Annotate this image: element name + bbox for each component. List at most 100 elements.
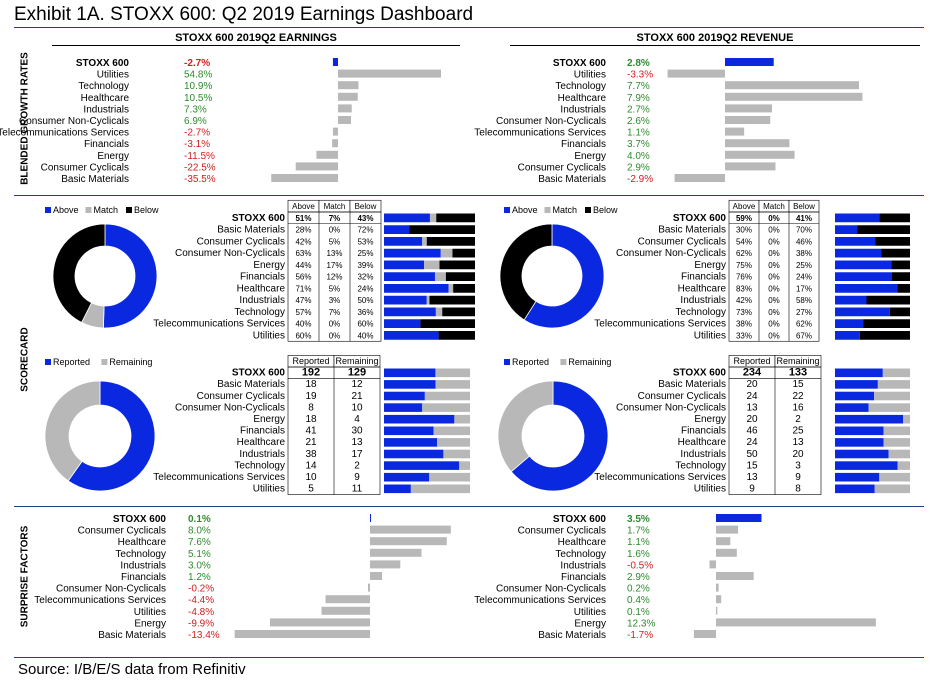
data-label: -3.3% [627,70,653,81]
legend-label: Reported [512,357,549,367]
category-label: Telecommunications Services [0,128,129,139]
bar [725,150,795,159]
data-label: 1.1% [627,537,650,548]
bar [716,606,718,615]
table-body-border [728,211,820,342]
table-cell: 71% [295,284,311,293]
category-label: Utilities [134,607,166,618]
table-cell: 5 [308,484,314,495]
data-label: 1.7% [627,526,650,537]
stacked-bar-segment [422,237,427,246]
table-cell: 60% [357,320,373,329]
data-label: 0.4% [627,595,650,606]
table-cell: 0% [768,249,780,258]
table-column-header: Above [733,202,756,211]
table-cell: 22 [792,391,804,402]
data-label: 0.2% [627,584,650,595]
legend-swatch [45,359,51,365]
table-cell: 15 [746,460,758,471]
stacked-bar-segment [459,461,470,470]
data-label: 2.8% [627,58,650,69]
category-label: Consumer Cyclicals [197,236,285,247]
stacked-bar-segment [384,260,425,270]
legend-swatch [85,207,92,213]
table-cell: 27% [796,308,812,317]
donut-slice [52,223,106,323]
table-column-header: Remaining [776,356,819,366]
bar [295,162,338,171]
table-cell: 24% [357,284,373,293]
data-label: 2.6% [627,116,650,127]
data-label: -1.7% [627,630,653,641]
legend-swatch [101,359,108,365]
data-label: -13.4% [188,630,220,641]
stacked-bar-segment [835,319,864,328]
category-label: Consumer Cyclicals [78,526,166,537]
category-label: Industrials [680,295,726,306]
stacked-bar-segment [835,260,892,270]
stacked-bar-segment [410,484,470,494]
category-label: Energy [574,618,606,629]
data-label: 2.9% [627,572,650,583]
category-label: Technology [675,307,726,318]
stacked-bar-segment [384,295,427,305]
table-cell: 43% [357,214,373,223]
bar [725,81,859,90]
category-label: Energy [574,151,606,162]
stacked-bar-segment [384,461,460,470]
table-cell: 0% [768,237,780,246]
stacked-bar-segment [433,426,470,436]
table-cell: 33% [736,331,752,340]
bar [716,548,737,557]
category-label: Consumer Non-Cyclicals [616,248,726,259]
stacked-bar-segment [384,331,439,340]
bar [725,92,863,101]
table-column-header: Above [292,202,315,211]
stacked-bar-segment [835,331,860,340]
table-cell: 9 [749,484,755,495]
category-label: Healthcare [81,93,130,104]
stacked-bar-segment [453,284,475,293]
data-label: 3.7% [627,139,650,150]
bar [338,69,442,78]
stacked-bar-segment [384,414,455,424]
stacked-bar-segment [426,237,475,246]
table-cell: 28% [295,226,311,235]
table-cell: 3 [795,460,801,471]
bar [370,548,422,557]
stacked-bar-segment [891,260,910,270]
table-cell: 21 [351,391,363,402]
stacked-bar-segment [454,414,470,424]
data-label: 10.9% [184,81,212,92]
donut-slice [497,380,554,473]
category-label: Telecommunications Services [153,319,285,330]
stacked-bar-segment [835,414,904,424]
table-cell: 50% [357,296,373,305]
stacked-bar-segment [835,472,880,482]
stacked-bar-segment [384,319,421,328]
table-cell: 14 [305,460,317,471]
table-cell: 40% [357,331,373,340]
table-cell: 0% [329,320,341,329]
stacked-bar-segment [384,484,411,494]
stacked-bar-segment [420,319,475,328]
stacked-bar-segment [440,248,453,258]
category-label: Technology [234,307,285,318]
category-label: Utilities [694,484,726,495]
category-label: Telecommunications Services [474,595,606,606]
table-column-header: Reported [733,356,770,366]
stacked-bar-segment [835,295,867,305]
category-label: Healthcare [558,93,607,104]
donut-slice [499,223,553,321]
category-label: Consumer Cyclicals [638,236,726,247]
table-cell: 42% [295,237,311,246]
legend-swatch [45,207,51,213]
category-label: Energy [694,414,726,425]
table-cell: 24% [796,273,812,282]
table-cell: 44% [295,261,311,270]
table-cell: 20 [746,414,758,425]
table-cell: 60% [295,331,311,340]
category-label: Energy [694,260,726,271]
stacked-bar-segment [883,438,910,447]
table-cell: 8 [308,402,314,413]
